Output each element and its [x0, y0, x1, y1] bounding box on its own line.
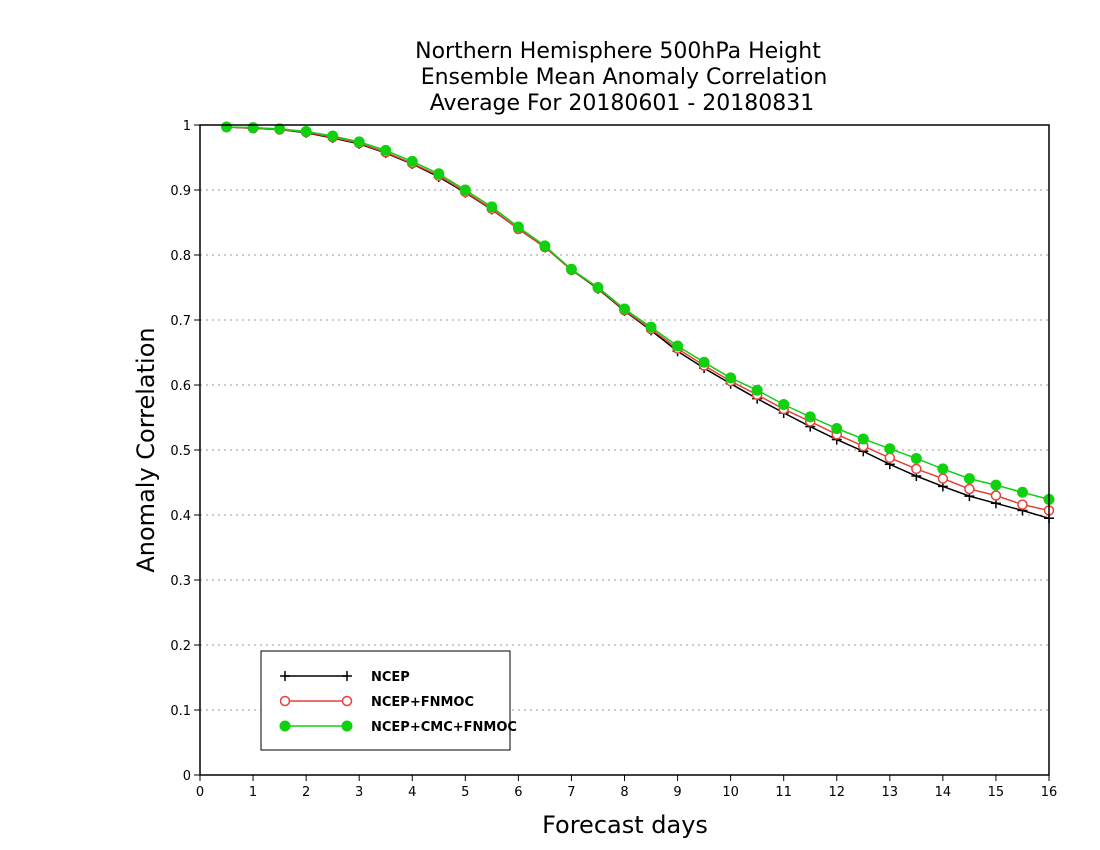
- x-tick-label: 6: [514, 785, 522, 800]
- x-tick-label: 9: [673, 785, 681, 800]
- x-tick-label: 15: [988, 785, 1005, 800]
- data-point: [1016, 486, 1028, 498]
- data-point: [831, 423, 843, 435]
- y-tick-label: 0.7: [170, 314, 191, 329]
- legend: NCEP NCEP+FNMOC NCEP+CMC+FNMOC: [260, 650, 517, 751]
- y-tick-label: 0.2: [170, 639, 191, 654]
- y-tick-label: 0.4: [170, 509, 191, 524]
- y-tick-label: 0.3: [170, 574, 191, 589]
- x-tick-label: 11: [775, 785, 792, 800]
- data-point: [778, 399, 790, 410]
- x-tick-label: 10: [722, 785, 739, 800]
- y-tick-label: 0.5: [170, 444, 191, 459]
- y-tick-label: 0: [183, 769, 191, 784]
- x-tick-label: 13: [882, 785, 899, 800]
- legend-marker: [341, 695, 353, 707]
- y-tick-label: 0.6: [170, 379, 191, 394]
- x-tick-label: 14: [935, 785, 952, 800]
- legend-marker: [342, 671, 352, 681]
- data-point: [645, 321, 657, 333]
- data-point: [539, 240, 551, 252]
- y-axis-label: Anomaly Correlation: [132, 327, 160, 572]
- data-point: [937, 463, 949, 475]
- data-point: [221, 121, 233, 133]
- chart-title-line-3: Average For 20180601 - 20180831: [430, 91, 815, 116]
- data-point: [459, 184, 471, 196]
- y-tick-label: 1: [183, 119, 191, 134]
- legend-item-0: NCEP: [280, 670, 410, 685]
- x-tick-label: 1: [249, 785, 257, 800]
- legend-label: NCEP+FNMOC: [371, 695, 474, 710]
- data-point: [964, 483, 975, 495]
- chart-title-line-1: Northern Hemisphere 500hPa Height: [415, 39, 821, 64]
- data-point: [937, 473, 949, 484]
- x-tick-label: 0: [196, 785, 204, 800]
- data-point: [751, 384, 763, 396]
- legend-marker: [280, 671, 290, 681]
- y-tick-label: 0.1: [170, 704, 191, 719]
- legend-marker: [279, 720, 291, 732]
- data-point: [380, 144, 392, 156]
- data-point: [619, 303, 630, 315]
- data-point: [963, 473, 975, 485]
- x-tick-label: 16: [1041, 785, 1058, 800]
- series-line: [226, 126, 1050, 520]
- legend-item-1: NCEP+FNMOC: [279, 695, 474, 710]
- x-tick-label: 3: [355, 785, 363, 800]
- y-tick-label: 0.8: [170, 249, 191, 264]
- data-point: [884, 452, 896, 464]
- data-point: [725, 372, 737, 384]
- data-point: [990, 490, 1002, 501]
- x-tick-label: 8: [620, 785, 628, 800]
- plot-frame: [199, 124, 1050, 776]
- series-group: [221, 121, 1055, 524]
- legend-marker: [341, 720, 353, 732]
- legend-marker: [279, 695, 291, 707]
- data-point: [433, 168, 445, 180]
- data-point: [512, 221, 524, 233]
- data-point: [353, 136, 365, 148]
- data-point: [857, 433, 869, 445]
- legend-label: NCEP: [371, 670, 410, 685]
- legend-items: NCEP NCEP+FNMOC NCEP+CMC+FNMOC: [279, 670, 517, 735]
- data-point: [990, 479, 1002, 491]
- x-axis-label: Forecast days: [542, 811, 708, 839]
- data-point: [300, 126, 312, 137]
- legend-item-2: NCEP+CMC+FNMOC: [279, 720, 517, 735]
- data-point: [327, 130, 339, 142]
- data-point: [274, 123, 286, 135]
- x-tick-label: 12: [828, 785, 845, 800]
- grid-lines: [200, 124, 1049, 711]
- data-point: [698, 356, 710, 368]
- data-point: [910, 452, 922, 464]
- x-tick-label: 5: [461, 785, 469, 800]
- data-point: [1017, 499, 1028, 510]
- data-point: [592, 282, 604, 293]
- axis-ticks: 00.10.20.30.40.50.60.70.80.910 1 2 3 4 5 6 7 8 9 1…: [170, 119, 1057, 800]
- x-tick-label: 2: [302, 785, 310, 800]
- data-point: [911, 463, 922, 475]
- series-line: [226, 126, 1050, 501]
- x-tick-label: 4: [408, 785, 416, 800]
- chart-title-line-2: Ensemble Mean Anomaly Correlation: [421, 65, 828, 90]
- data-point: [672, 340, 684, 352]
- data-point: [804, 411, 816, 423]
- data-point: [884, 443, 896, 455]
- y-tick-label: 0.9: [170, 184, 191, 199]
- x-tick-label: 7: [567, 785, 575, 800]
- data-point: [406, 155, 418, 167]
- legend-label: NCEP+CMC+FNMOC: [371, 720, 517, 735]
- data-point: [247, 122, 259, 134]
- data-point: [486, 201, 498, 213]
- series-2: [221, 121, 1055, 505]
- data-point: [565, 263, 577, 275]
